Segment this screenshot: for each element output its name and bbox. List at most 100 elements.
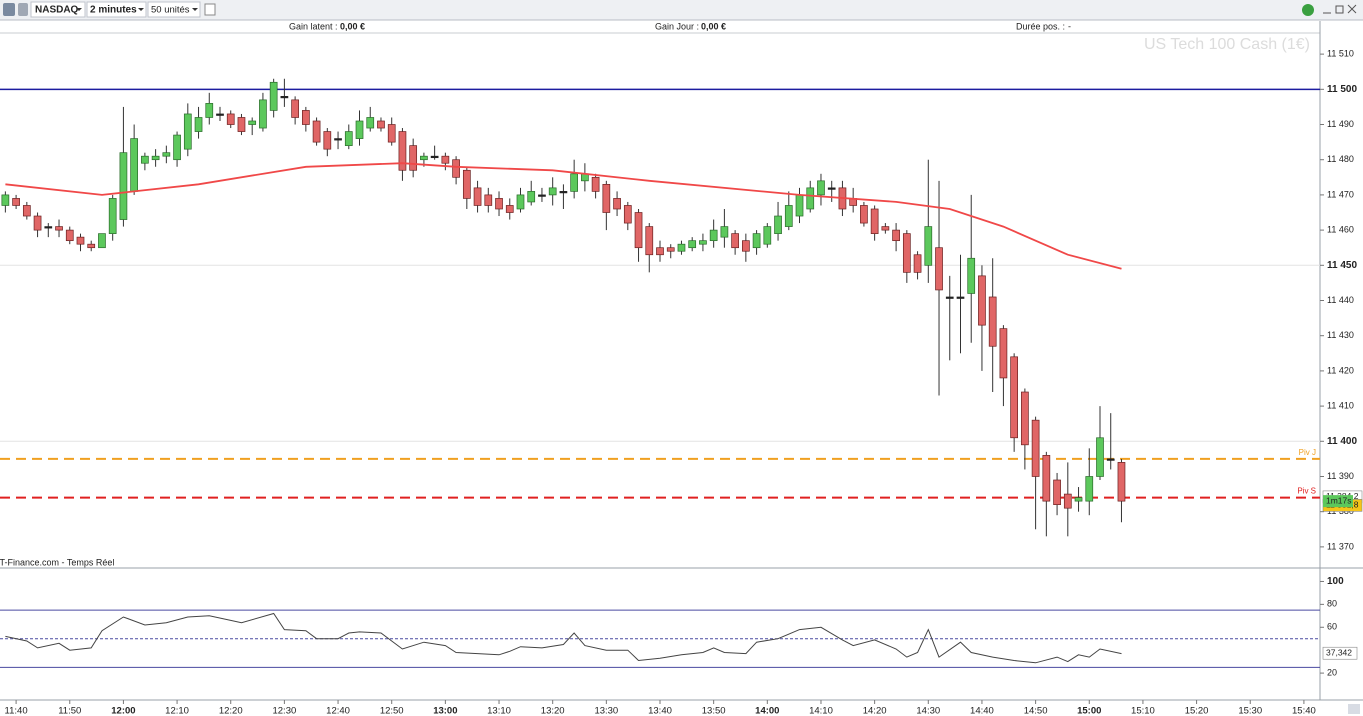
candle-body xyxy=(377,120,385,129)
dropdown[interactable] xyxy=(147,1,201,18)
x-tick-label: 15:00 xyxy=(1077,706,1101,716)
restore[interactable] xyxy=(1335,5,1344,14)
candle-body xyxy=(699,240,707,245)
candle-body xyxy=(742,240,750,252)
candle-body xyxy=(817,180,825,196)
candle-body xyxy=(720,226,729,238)
interval-selector[interactable]: 2 minutes xyxy=(86,1,147,18)
candle-body xyxy=(570,173,578,192)
close[interactable] xyxy=(1347,4,1357,14)
candle-body xyxy=(44,226,53,229)
toolbar-icon[interactable] xyxy=(18,3,28,16)
size-selector[interactable]: 50 unités xyxy=(147,1,201,18)
toolbar-icon[interactable] xyxy=(3,3,15,16)
candle-body xyxy=(334,138,342,141)
candle-body xyxy=(860,205,868,224)
candle-body xyxy=(656,247,664,256)
candle-body xyxy=(666,247,675,252)
candle-body xyxy=(312,120,321,143)
candle-body xyxy=(999,328,1008,379)
x-tick-label: 12:40 xyxy=(326,706,350,716)
candle-body xyxy=(205,103,214,118)
scroll-button[interactable] xyxy=(1348,704,1360,714)
y-tick-label: 11 430 xyxy=(1327,330,1354,340)
candle-body xyxy=(613,198,621,210)
y-tick-label: 11 440 xyxy=(1327,295,1354,305)
instrument[interactable]: NASDAQ xyxy=(35,5,79,16)
x-tick-label: 11:40 xyxy=(5,706,28,716)
candle-body xyxy=(87,243,96,249)
status-bar xyxy=(0,21,1320,33)
candle-body xyxy=(1,194,10,206)
x-tick-label: 11:50 xyxy=(58,706,81,716)
y-tick-label: 11 450 xyxy=(1327,260,1357,271)
x-tick-label: 15:30 xyxy=(1238,706,1262,716)
level-label: Piv S xyxy=(1297,487,1316,496)
x-tick-label: 12:00 xyxy=(111,706,135,716)
indicator-line xyxy=(5,612,1122,664)
x-tick-label: 15:10 xyxy=(1131,706,1155,716)
dropdown[interactable] xyxy=(86,1,147,18)
x-tick-label: 12:50 xyxy=(380,706,404,716)
candle-body xyxy=(344,131,353,146)
candle-body xyxy=(978,275,986,326)
candle-body xyxy=(183,113,192,150)
size[interactable]: 50 unités xyxy=(151,5,190,16)
x-tick-label: 15:40 xyxy=(1292,706,1316,716)
watermark: US Tech 100 Cash (1€) xyxy=(1144,36,1310,53)
candle-body xyxy=(12,198,20,206)
candle-body xyxy=(130,138,138,192)
x-tick-label: 13:40 xyxy=(648,706,672,716)
x-tick-label: 14:00 xyxy=(755,706,779,716)
candle-body xyxy=(269,81,278,111)
candle-body xyxy=(548,187,557,196)
candle-body xyxy=(1085,476,1094,502)
timer-box xyxy=(1323,495,1353,508)
candle-body xyxy=(280,96,289,99)
candle-body xyxy=(763,226,772,245)
candle-body xyxy=(55,226,63,231)
x-tick-label: 14:10 xyxy=(809,706,833,716)
candle-body xyxy=(1053,479,1061,505)
instrument-selector[interactable]: NASDAQ xyxy=(30,1,86,18)
candle-body xyxy=(988,296,997,347)
interval[interactable]: 2 minutes xyxy=(90,5,137,16)
x-tick-label: 13:20 xyxy=(541,706,565,716)
y-tick-label: 80 xyxy=(1327,599,1337,609)
info-button[interactable] xyxy=(204,3,216,16)
refresh-icon[interactable] xyxy=(1302,4,1314,16)
candle-body xyxy=(795,194,804,217)
candle-body xyxy=(731,233,739,249)
candle-body xyxy=(1074,497,1083,502)
dropdown[interactable] xyxy=(30,1,86,18)
candle-body xyxy=(259,99,267,129)
candle-body xyxy=(881,226,890,231)
candle-body xyxy=(216,113,224,116)
candle-body xyxy=(248,120,257,125)
source-label: IT-Finance.com - Temps Réel xyxy=(0,557,114,567)
toolbar xyxy=(0,0,1363,20)
candle-body xyxy=(108,198,117,234)
y-tick-label: 11 410 xyxy=(1327,400,1354,410)
candle-body xyxy=(1010,356,1018,439)
candle-body xyxy=(1117,462,1126,502)
gain-latent: 0,00 € xyxy=(340,21,365,31)
y-tick-label: 20 xyxy=(1327,667,1337,677)
candle-body xyxy=(709,229,718,242)
x-tick-label: 12:30 xyxy=(272,706,296,716)
candle-body xyxy=(1096,437,1104,477)
candle-body xyxy=(505,205,514,213)
candle-body xyxy=(173,134,181,161)
candle-body xyxy=(688,240,697,249)
candle-body xyxy=(1106,458,1115,461)
y-tick-label: 11 390 xyxy=(1327,471,1354,481)
candle-body xyxy=(924,226,933,266)
candle-body xyxy=(1021,391,1029,446)
x-tick-label: 15:20 xyxy=(1185,706,1209,716)
candle-body xyxy=(194,117,203,132)
level-label: Piv J xyxy=(1299,448,1316,457)
candle-body xyxy=(602,183,611,213)
y-tick-label: 11 510 xyxy=(1327,48,1354,58)
candle-body xyxy=(591,176,600,192)
